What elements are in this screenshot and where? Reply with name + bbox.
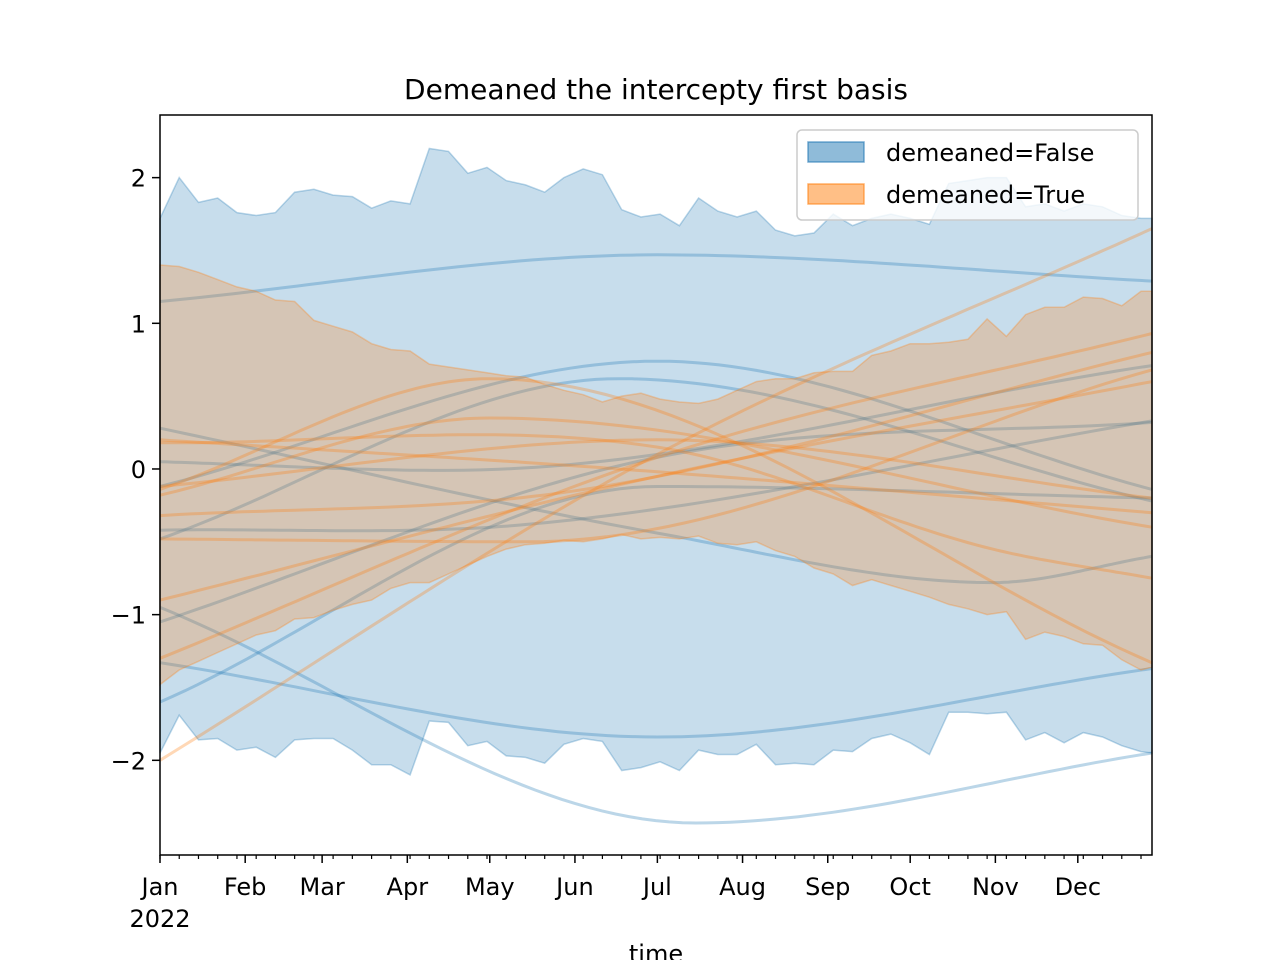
sample-line-5: [159, 661, 1153, 739]
legend-box: [796, 129, 1139, 221]
sample-line-8: [159, 350, 1153, 518]
plot-frame: [159, 114, 1153, 856]
x-tick-label: Oct: [889, 873, 931, 901]
x-axis-label: time: [629, 940, 683, 960]
sample-line-4: [159, 416, 1153, 529]
chart-title: Demeaned the intercepty first basis: [404, 73, 908, 106]
sample-line-9: [159, 380, 1153, 602]
x-tick-label: Jun: [554, 873, 594, 901]
legend-label-demeaned-true: demeaned=True: [886, 181, 1085, 209]
sample-line-1: [159, 253, 1153, 303]
sample-line-6: [159, 438, 1153, 515]
y-tick-label: 2: [131, 165, 146, 193]
legend: demeaned=False demeaned=True: [796, 129, 1139, 221]
legend-swatch-demeaned-true: [807, 183, 865, 205]
x-tick-label: Mar: [299, 873, 344, 901]
sample-line-7: [159, 364, 1153, 472]
axes: Jan 2022 Feb Mar Apr May Jun Jul Aug Sep Oct Nov Dec…: [111, 165, 1142, 933]
sample-line-2: [159, 377, 1153, 665]
legend-label-demeaned-false: demeaned=False: [886, 139, 1094, 167]
sample-line-10: [159, 606, 1153, 825]
sample-line-2: [159, 359, 1153, 491]
x-tick-label: Jan: [140, 873, 179, 901]
sample-line-1: [159, 227, 1153, 762]
series-layer: [159, 147, 1153, 825]
sample-line-3: [159, 332, 1153, 660]
sample-line-5: [160, 433, 1153, 580]
x-tick-sublabel: 2022: [129, 905, 190, 933]
sample-line-10: [159, 368, 1153, 544]
y-tick-label: 1: [131, 310, 146, 338]
sample-line-6: [159, 485, 1153, 704]
sample-line-9: [159, 420, 1153, 624]
y-tick-label: 0: [131, 456, 146, 484]
x-tick-label: Apr: [387, 873, 429, 901]
sample-line-4: [159, 426, 1153, 585]
sample-line-3: [159, 377, 1153, 541]
x-tick-label: Aug: [719, 873, 766, 901]
y-tick-label: −2: [111, 747, 146, 775]
y-tick-label: −1: [111, 602, 146, 630]
plot-area: [160, 115, 1152, 855]
sample-line-7: [159, 438, 1153, 500]
series-demeaned-false: [159, 147, 1153, 825]
x-tick-label: Feb: [224, 873, 267, 901]
x-tick-label: Sep: [805, 873, 850, 901]
series-demeaned-true: [159, 227, 1153, 762]
x-tick-label: Nov: [972, 873, 1019, 901]
x-tick-label: May: [465, 873, 515, 901]
sample-line-8: [159, 419, 1153, 533]
legend-swatch-demeaned-false: [807, 141, 865, 163]
x-tick-label: Jul: [641, 873, 672, 901]
x-tick-label: Dec: [1055, 873, 1101, 901]
